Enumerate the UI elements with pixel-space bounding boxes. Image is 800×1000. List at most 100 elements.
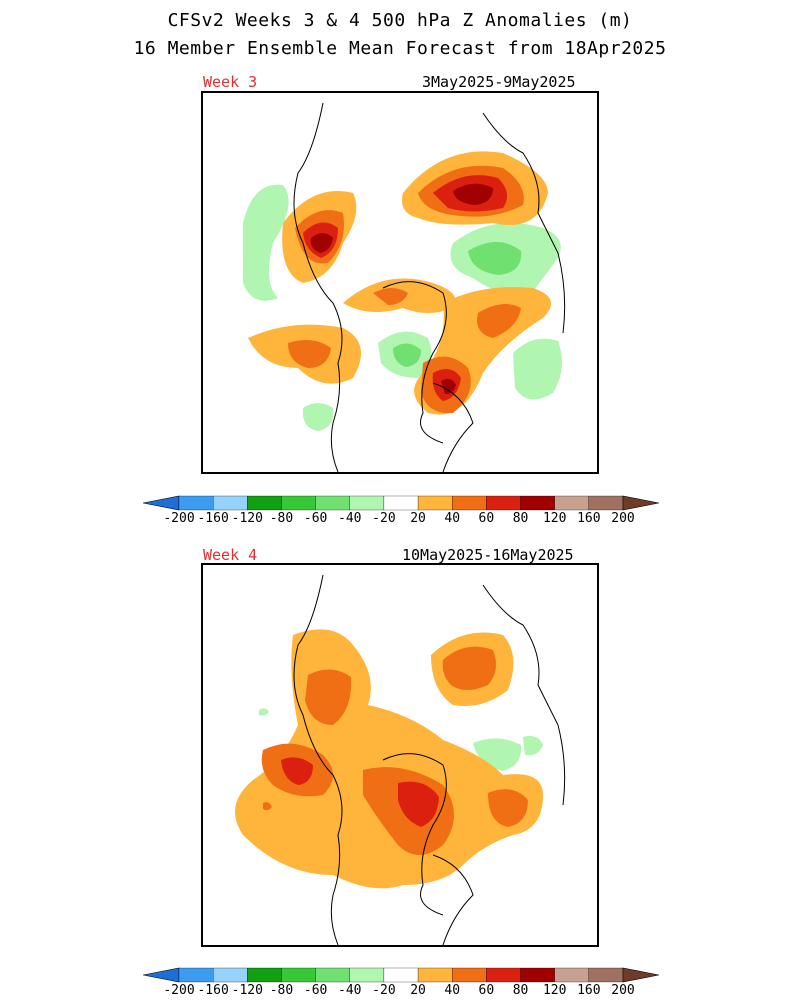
week3-coast-america <box>432 382 474 472</box>
week3-neg-canada-core <box>393 343 421 367</box>
week3-colorbar-cell <box>452 495 487 511</box>
week3-neg-siberia-core <box>468 242 522 275</box>
week4-pos-atlantic-40 <box>488 789 528 827</box>
week3-colorbar-labels: -200 -160 -120 -80 -60 -40 -20 20 40 60 80 120 160 20… <box>143 511 659 527</box>
week4-colorbar-tick-label: -40 <box>338 983 362 998</box>
week4-colorbar-cell <box>178 967 214 983</box>
week3-colorbar-cell <box>247 495 282 511</box>
week3-colorbar-arrow-right <box>622 495 659 511</box>
week4-neg-east <box>523 736 543 756</box>
week3-pos-alaska-80 <box>310 233 333 253</box>
week4-colorbar-arrow-right <box>622 967 659 983</box>
week4-colorbar-cell <box>315 967 350 983</box>
week4-date-range: 10May2025-16May2025 <box>402 546 574 564</box>
week4-pos-dot <box>263 802 272 811</box>
week4-colorbar-tick-label: 80 <box>512 983 529 998</box>
week4-colorbar-cells <box>143 967 659 983</box>
week3-colorbar-cell <box>520 495 555 511</box>
week3-colorbar-cell <box>315 495 350 511</box>
week4-colorbar-tick-label: -80 <box>269 983 294 998</box>
week4-colorbar-cell <box>520 967 555 983</box>
week4-neg-dot <box>259 708 269 716</box>
week4-colorbar-cell <box>588 967 624 983</box>
week3-map-svg <box>243 102 566 472</box>
week3-colorbar-cell <box>588 495 624 511</box>
week3-colorbar-arrow-left <box>143 495 180 511</box>
week4-neg-siberia <box>473 738 522 771</box>
week3-colorbar-cells <box>143 495 659 511</box>
week4-colorbar-arrow-left <box>143 967 180 983</box>
week3-coast-asia <box>293 102 343 472</box>
week4-colorbar-cell <box>554 967 589 983</box>
week3-colorbar-tick-label: 40 <box>444 511 461 526</box>
week4-coast-asia <box>293 574 343 945</box>
week4-colorbar-tick-label: 40 <box>444 983 461 998</box>
week4-map <box>201 563 599 947</box>
week4-coast-north <box>482 584 566 806</box>
week3-colorbar-tick-label: -40 <box>338 511 362 526</box>
week3-colorbar-tick-label: 60 <box>478 511 495 526</box>
week4-colorbar-tick-label: 120 <box>542 983 567 998</box>
week4-pos-alaska-40 <box>305 669 352 725</box>
week4-pos-pacific-40 <box>442 646 497 690</box>
week3-colorbar-tick-label: -80 <box>269 511 294 526</box>
week4-colorbar-cell <box>213 967 248 983</box>
week4-colorbar-tick-label: 160 <box>577 983 601 998</box>
week3-colorbar-cell <box>213 495 248 511</box>
week3-colorbar-cell <box>417 495 453 511</box>
week4-label: Week 4 <box>203 546 258 564</box>
week3-colorbar-tick-label: -200 <box>163 511 195 526</box>
week4-colorbar-cell <box>281 967 316 983</box>
week3-coast-north <box>482 112 566 334</box>
week3-colorbar-tick-label: -20 <box>372 511 396 526</box>
week4-colorbar-cell <box>247 967 282 983</box>
week3-neg-se <box>302 403 334 431</box>
week4-colorbar-tick-label: -160 <box>197 983 229 998</box>
week4-colorbar <box>143 967 659 983</box>
week3-colorbar <box>143 495 659 511</box>
week4-colorbar-tick-label: -60 <box>303 983 328 998</box>
week3-colorbar-cell <box>178 495 214 511</box>
week3-map <box>201 91 599 474</box>
week3-colorbar-cell <box>383 495 419 511</box>
week4-colorbar-tick-label: 60 <box>478 983 495 998</box>
week3-colorbar-tick-label: 120 <box>542 511 567 526</box>
week3-pos-pacific-east-40 <box>288 339 331 368</box>
week4-colorbar-cell <box>383 967 419 983</box>
week4-colorbar-tick-label: 200 <box>611 983 635 998</box>
week4-colorbar-cell <box>349 967 385 983</box>
week4-colorbar-tick-label: -120 <box>231 983 263 998</box>
chart-subtitle: 16 Member Ensemble Mean Forecast from 18… <box>133 38 667 59</box>
week4-colorbar-tick-label: 20 <box>410 983 426 998</box>
week3-colorbar-tick-label: 160 <box>577 511 601 526</box>
week3-colorbar-cell <box>554 495 589 511</box>
week3-colorbar-cell <box>281 495 316 511</box>
week3-colorbar-tick-label: 20 <box>410 511 426 526</box>
week3-neg-pacific <box>243 184 289 301</box>
week3-colorbar-cell <box>486 495 521 511</box>
week3-colorbar-tick-label: -60 <box>303 511 328 526</box>
week4-colorbar-cell <box>486 967 521 983</box>
week3-colorbar-tick-label: 80 <box>512 511 529 526</box>
week4-colorbar-cell <box>452 967 487 983</box>
week3-pos-greenland-40 <box>477 304 521 338</box>
week4-map-svg <box>235 574 566 945</box>
week4-colorbar-tick-label: -200 <box>163 983 195 998</box>
week4-pos-europe-60 <box>398 781 439 827</box>
week3-colorbar-cell <box>349 495 385 511</box>
week3-coast-europe <box>382 281 447 444</box>
week4-colorbar-tick-label: -20 <box>372 983 396 998</box>
week3-colorbar-tick-label: -120 <box>231 511 263 526</box>
week3-colorbar-tick-label: -160 <box>197 511 229 526</box>
week4-pos-west-60 <box>281 757 313 785</box>
week3-date-range: 3May2025-9May2025 <box>422 73 576 91</box>
week3-neg-atlantic <box>513 338 562 400</box>
week3-label: Week 3 <box>203 73 258 91</box>
week4-coast-europe <box>382 753 447 916</box>
week4-colorbar-labels: -200 -160 -120 -80 -60 -40 -20 20 40 60 80 120 160 20… <box>143 983 659 999</box>
week3-pos-europe-80 <box>441 378 456 395</box>
week3-pos-northpac-80 <box>453 183 493 205</box>
week4-colorbar-cell <box>417 967 453 983</box>
week3-colorbar-tick-label: 200 <box>611 511 635 526</box>
chart-title: CFSv2 Weeks 3 & 4 500 hPa Z Anomalies (m… <box>167 10 633 31</box>
